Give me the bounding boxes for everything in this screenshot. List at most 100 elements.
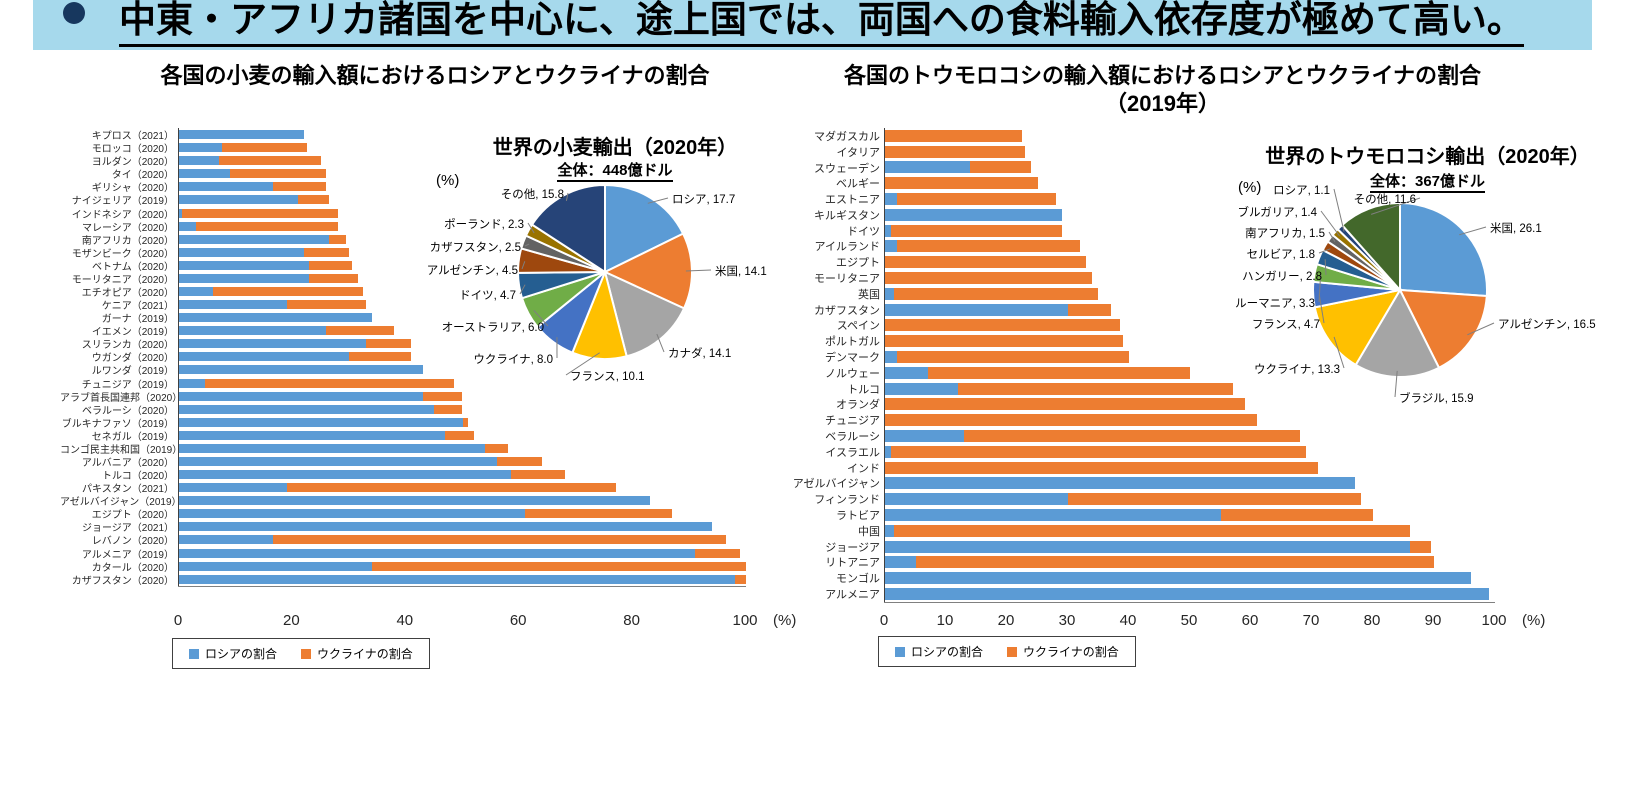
- bar-row: イスラエル: [790, 443, 1495, 460]
- russia-bar-segment: [885, 303, 1068, 316]
- x-tick-label: 40: [1119, 612, 1137, 629]
- bar-row: 中国: [790, 522, 1495, 539]
- bar-row-label: アルバニア（2020）: [81, 458, 174, 469]
- world-corn-export-pie: 世界のトウモロコシ輸出（2020年） 全体：367億ドル (%) 米国, 26.…: [1230, 135, 1625, 425]
- pie-label-leader-line: [647, 197, 669, 204]
- corn-chart-title-year: （2019年）: [1105, 90, 1220, 116]
- bar-track: [178, 180, 746, 194]
- x-tick-label: 60: [1241, 612, 1259, 629]
- bar-row-label: オランダ: [836, 399, 880, 412]
- pie-label-leader-line: [1467, 322, 1495, 336]
- bar-row: トルコ（2020）: [60, 468, 746, 482]
- bar-track: [178, 258, 746, 272]
- russia-bar-segment: [179, 286, 214, 296]
- bar-track: [178, 559, 746, 573]
- ukraine-bar-segment: [897, 351, 1129, 364]
- wheat-pie-svg: [516, 183, 712, 376]
- bar-row: インド: [790, 459, 1495, 476]
- bar-row-label: モザンビーク（2020）: [71, 248, 174, 260]
- pie-label-leader-line: [1328, 231, 1336, 243]
- bar-track: [884, 159, 1495, 176]
- bar-row-label: アゼルバイジャン（2019）: [60, 497, 182, 509]
- bar-row-label: ベラルーシ: [825, 431, 880, 444]
- bar-row-label: コンゴ民主共和国（2019）: [60, 444, 183, 456]
- bar-row: ガーナ（2019）: [60, 311, 746, 325]
- bar-row-label: イタリア: [836, 146, 880, 159]
- bar-row: アゼルバイジャン: [790, 475, 1495, 492]
- ukraine-bar-segment: [897, 240, 1081, 253]
- russia-bar-segment: [179, 326, 327, 336]
- ukraine-bar-segment: [213, 286, 364, 296]
- bar-track: [178, 141, 746, 155]
- x-tick-label: 20: [997, 612, 1015, 629]
- ukraine-bar-segment: [694, 548, 741, 558]
- x-tick-label: 100: [1481, 612, 1507, 629]
- bar-row: モンゴル: [790, 570, 1495, 587]
- bar-row-label: 英国: [858, 288, 880, 301]
- bar-track: [178, 402, 746, 416]
- pie-label: ポーランド, 2.3: [444, 219, 524, 231]
- bar-row-label: モーリタニア（2020）: [71, 274, 174, 286]
- ukraine-bar-segment: [286, 300, 367, 310]
- ukraine-legend-swatch: [1007, 646, 1018, 657]
- ukraine-bar-segment: [422, 391, 463, 401]
- corn-pie-unit: (%): [1238, 179, 1262, 196]
- russia-bar-segment: [885, 382, 959, 395]
- russia-bar-segment: [885, 161, 971, 174]
- pie-label: フランス, 4.7: [1251, 319, 1320, 331]
- bar-row-label: ベラルーシ（2020）: [81, 405, 174, 417]
- russia-bar-segment: [179, 182, 273, 192]
- corn-axis-baseline: [884, 602, 1495, 603]
- russia-bar-segment: [179, 352, 350, 362]
- bar-track: [178, 428, 746, 442]
- ukraine-bar-segment: [272, 182, 327, 192]
- bar-row-label: フィンランド: [814, 494, 880, 507]
- bar-track: [884, 554, 1495, 571]
- bullet-icon: [63, 2, 85, 24]
- russia-bar-segment: [179, 260, 310, 270]
- pie-label: ロシア, 1.1: [1273, 185, 1330, 197]
- x-tick-label: 20: [283, 612, 300, 629]
- pie-label-leader-line: [1318, 274, 1322, 303]
- bar-row-label: スリランカ（2020）: [81, 340, 174, 352]
- bar-row-label: ラトビア: [836, 510, 880, 523]
- russia-bar-segment: [179, 496, 650, 506]
- russia-legend-label: ロシアの割合: [911, 645, 984, 659]
- pie-label-leader-line: [1318, 248, 1331, 254]
- ukraine-bar-segment: [891, 445, 1306, 458]
- bar-track: [884, 175, 1495, 192]
- ukraine-bar-segment: [326, 326, 395, 336]
- russia-bar-segment: [179, 574, 735, 584]
- pie-label: カナダ, 14.1: [668, 348, 732, 360]
- pie-slice-その他: [1340, 201, 1401, 293]
- bar-row: ジョージア（2021）: [60, 520, 746, 534]
- bar-row: ベラルーシ: [790, 428, 1495, 444]
- page-title: 中東・アフリカ諸国を中心に、途上国では、両国への食料輸入依存度が極めて高い。: [119, 0, 1524, 47]
- ukraine-bar-segment: [221, 143, 307, 153]
- pie-label-leader-line: [565, 352, 600, 376]
- bar-row: トルコ: [790, 380, 1495, 397]
- bar-row-label: アラブ首長国連邦（2020）: [60, 392, 183, 404]
- bar-row: モザンビーク（2020）: [60, 245, 746, 260]
- russia-legend-swatch: [189, 648, 199, 659]
- bar-track: [178, 284, 746, 299]
- bar-row-label: ブルキナファソ（2019）: [61, 418, 174, 430]
- bar-row: マレーシア（2020）: [60, 219, 746, 234]
- bar-row-label: リトアニア: [825, 557, 880, 570]
- russia-bar-segment: [179, 273, 310, 283]
- russia-bar-segment: [885, 240, 898, 253]
- pie-label: オーストラリア, 6.0: [441, 322, 544, 334]
- pie-label-leader-line: [1333, 188, 1345, 232]
- wheat-pie-unit: (%): [436, 172, 460, 189]
- pie-label-leader-line: [1459, 226, 1487, 236]
- bar-row-label: アイルランド: [814, 241, 880, 254]
- bar-track: [884, 396, 1495, 413]
- pie-label: その他, 11.6: [1353, 194, 1416, 206]
- ukraine-bar-segment: [181, 208, 338, 218]
- bar-row: アルメニア: [790, 586, 1495, 602]
- ukraine-bar-segment: [964, 430, 1300, 443]
- russia-bar-segment: [179, 561, 372, 571]
- x-tick-label: 100: [732, 612, 758, 629]
- bar-track: [884, 522, 1495, 539]
